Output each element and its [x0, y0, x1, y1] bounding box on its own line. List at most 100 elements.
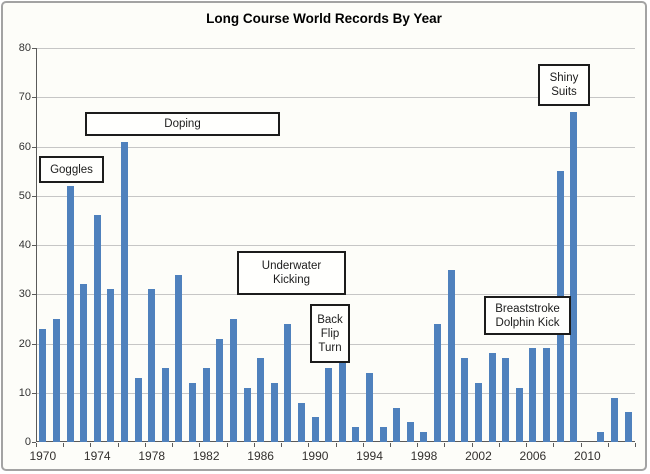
x-tick-40 — [580, 443, 582, 447]
bar-1973 — [80, 284, 88, 442]
x-tick-18 — [281, 443, 283, 447]
gridline-60 — [37, 146, 635, 148]
x-axis-label-1970: 1970 — [29, 449, 57, 463]
y-tick-20 — [32, 343, 36, 345]
x-tick-22 — [335, 443, 337, 447]
y-axis-label-40: 40 — [18, 239, 31, 251]
annotation-back-flip-turn-line-0: Back — [317, 313, 343, 326]
x-tick-14 — [226, 443, 228, 447]
x-tick-44 — [635, 443, 636, 447]
bar-1982 — [202, 368, 210, 442]
annotation-breaststroke-dolphin-kick: Breaststroke Dolphin Kick — [484, 296, 571, 335]
bar-1984 — [229, 318, 237, 442]
x-tick-12 — [199, 443, 201, 447]
bar-2005 — [515, 387, 523, 442]
x-tick-4 — [90, 443, 92, 447]
chart-title: Long Course World Records By Year — [206, 11, 442, 26]
y-tick-30 — [32, 294, 36, 296]
y-axis-label-70: 70 — [18, 91, 31, 104]
x-axis-label-2002: 2002 — [465, 449, 492, 463]
bar-1993 — [352, 427, 360, 442]
gridline-10 — [37, 392, 635, 394]
bar-2009 — [570, 112, 578, 442]
bar-1987 — [270, 382, 278, 442]
x-tick-16 — [253, 443, 255, 447]
bar-1992 — [338, 363, 346, 442]
y-tick-40 — [32, 245, 36, 246]
bar-1988 — [284, 323, 292, 442]
x-tick-10 — [172, 443, 174, 447]
annotation-shiny-suits: Shiny Suits — [538, 64, 590, 106]
x-tick-8 — [144, 443, 146, 447]
y-tick-10 — [32, 392, 36, 394]
bar-2006 — [529, 348, 537, 442]
x-axis-label-2006: 2006 — [519, 449, 547, 463]
bar-1991 — [325, 368, 333, 442]
bar-1983 — [216, 338, 224, 442]
bar-1970 — [39, 328, 47, 442]
bar-1975 — [107, 289, 115, 442]
bar-1997 — [406, 422, 414, 442]
bar-2012 — [611, 397, 619, 442]
bar-1971 — [52, 318, 60, 442]
bar-1974 — [93, 215, 101, 442]
bar-2013 — [624, 412, 632, 442]
x-axis-label-1974: 1974 — [83, 449, 111, 463]
annotation-back-flip-turn: Back Flip Turn — [310, 304, 350, 363]
annotation-goggles: Goggles — [39, 156, 104, 183]
x-tick-24 — [362, 443, 364, 447]
x-tick-2 — [63, 443, 65, 447]
bar-2011 — [597, 432, 605, 442]
gridline-50 — [37, 195, 635, 197]
x-axis-label-1990: 1990 — [301, 449, 329, 463]
bar-1995 — [379, 427, 387, 442]
y-tick-50 — [32, 195, 36, 197]
bar-1985 — [243, 387, 251, 442]
bar-1986 — [257, 358, 265, 442]
bar-2003 — [488, 353, 496, 442]
bar-1980 — [175, 274, 183, 442]
y-tick-0 — [32, 442, 36, 443]
y-axis-label-60: 60 — [18, 140, 31, 153]
x-tick-6 — [117, 443, 119, 447]
annotation-doping: Doping — [85, 112, 280, 136]
bar-1976 — [120, 141, 128, 442]
x-tick-32 — [471, 443, 473, 447]
x-tick-34 — [498, 443, 500, 447]
y-axis-label-20: 20 — [18, 337, 31, 350]
x-tick-38 — [553, 443, 555, 447]
bar-1981 — [189, 382, 197, 442]
x-axis-label-1982: 1982 — [192, 449, 220, 463]
annotation-goggles-line-0: Goggles — [50, 163, 93, 176]
x-tick-36 — [526, 443, 528, 447]
y-tick-60 — [32, 146, 36, 148]
x-axis-label-1986: 1986 — [247, 449, 274, 463]
x-tick-30 — [444, 443, 446, 447]
annotation-doping-line-0: Doping — [164, 118, 201, 130]
annotation-breaststroke-dolphin-kick-line-0: Breaststroke — [495, 302, 560, 315]
y-axis-label-50: 50 — [18, 189, 31, 202]
bar-2000 — [447, 269, 455, 442]
y-axis-label-30: 30 — [18, 288, 31, 301]
bar-2004 — [502, 358, 510, 442]
annotation-shiny-suits-line-1: Suits — [551, 86, 577, 98]
bar-1990 — [311, 417, 319, 442]
gridline-70 — [37, 97, 635, 99]
annotation-underwater-kicking-line-0: Underwater — [261, 260, 322, 272]
x-tick-26 — [389, 443, 391, 447]
y-axis-label-80: 80 — [18, 42, 31, 54]
x-axis-label-1978: 1978 — [138, 449, 166, 463]
x-axis-label-1998: 1998 — [410, 449, 438, 463]
y-tick-80 — [32, 48, 36, 49]
bar-1998 — [420, 432, 428, 442]
x-tick-28 — [417, 443, 419, 447]
y-axis-label-10: 10 — [18, 386, 31, 399]
annotation-breaststroke-dolphin-kick-line-1: Dolphin Kick — [495, 316, 560, 329]
bar-1978 — [148, 289, 156, 442]
gridline-80 — [37, 48, 635, 49]
bar-1979 — [161, 368, 169, 442]
y-axis-label-0: 0 — [24, 436, 31, 448]
bar-1977 — [134, 377, 142, 442]
annotation-back-flip-turn-line-2: Turn — [318, 341, 342, 354]
